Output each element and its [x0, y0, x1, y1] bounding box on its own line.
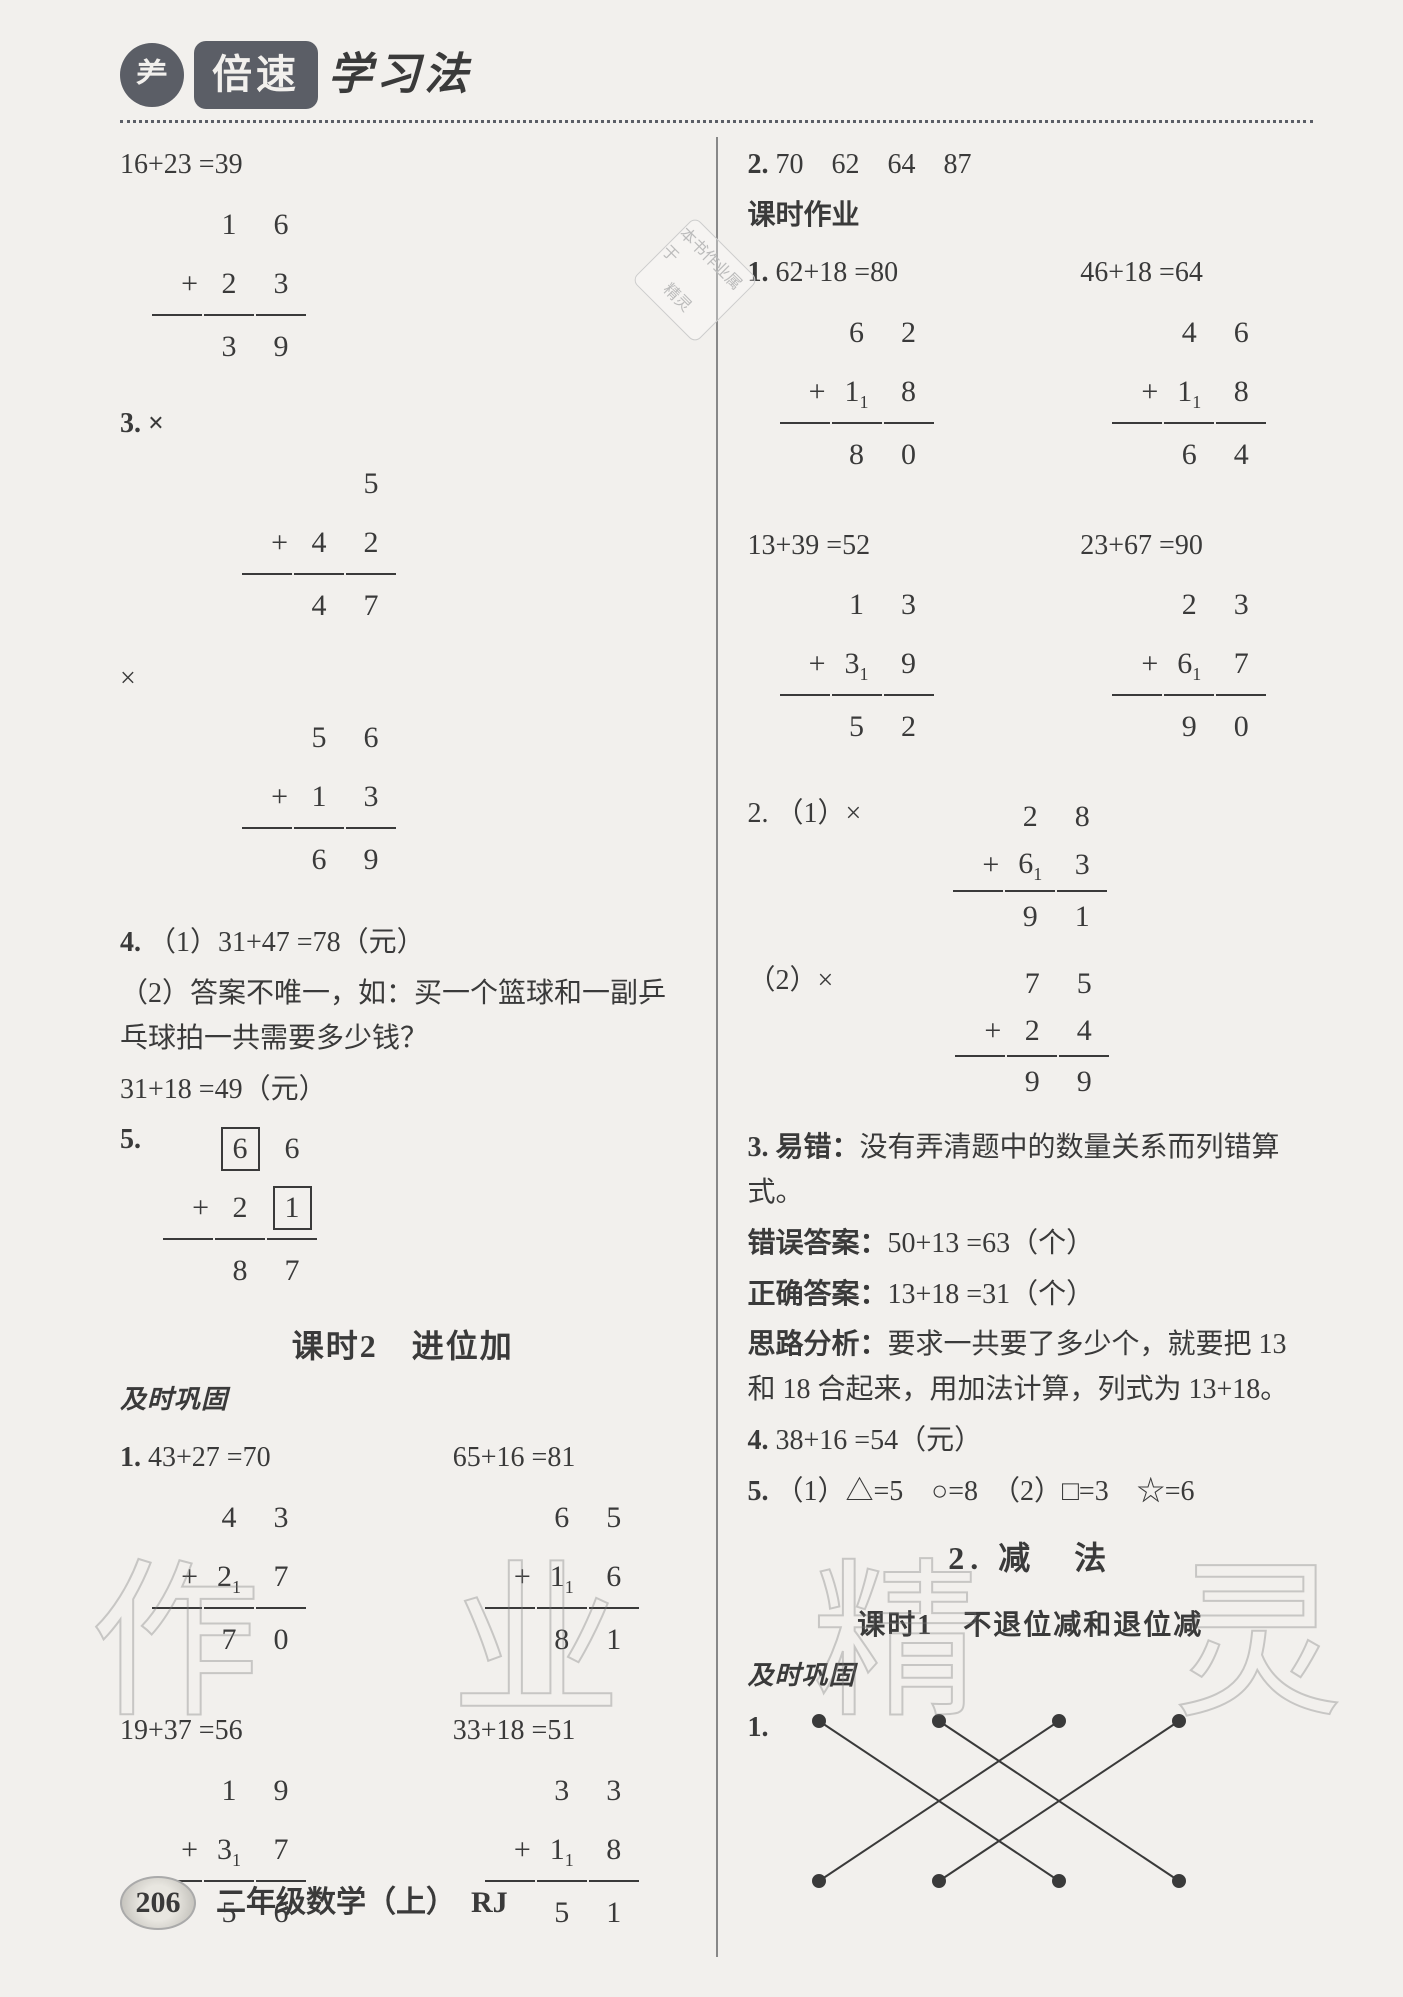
practice-1-eq-a: 1. 43+27 =70	[120, 1436, 353, 1481]
question-4a: 4. 4. （1）31+47 =78（元）（1）31+47 =78（元）	[120, 921, 686, 966]
question-5-right: 5. （1）△=5 ○=8 （2）□=3 ☆=6	[748, 1470, 1314, 1515]
hw-eq-2b: 23+67 =90	[1080, 524, 1313, 569]
column-left: 16+23 =39 16 +23 39 3. × 5 +42 47 × 56 +…	[120, 137, 716, 1957]
vertical-calc-r1b: 46 +118 64	[1110, 302, 1268, 485]
hw-eq-1a: 1. 62+18 =80	[748, 251, 981, 296]
question-4b: （2）答案不唯一，如：买一个篮球和一副乒乓球拍一共需要多少钱？	[120, 972, 686, 1062]
header-rule	[120, 120, 1313, 123]
section-consolidate-2: 及时巩固	[748, 1655, 1314, 1697]
brand-text: 学习法	[328, 40, 472, 110]
matching-diagram	[779, 1706, 1279, 1896]
question-2-top: 2. 70 62 64 87	[748, 143, 1314, 188]
page-number: 206	[120, 1876, 196, 1930]
practice-2-eq-a: 19+37 =56	[120, 1709, 353, 1754]
vertical-calc-3b: 56 +13 69	[240, 707, 398, 890]
boxed-1: 1	[273, 1186, 312, 1230]
boxed-6: 6	[221, 1127, 260, 1171]
correct-answer: 正确答案：13+18 =31（个）	[748, 1273, 1314, 1318]
brand-header: ⺶ 倍速 学习法	[120, 40, 1313, 110]
vertical-calc-q21: 28 +613 91	[951, 792, 1109, 941]
matching-q1-label: 1.	[748, 1706, 769, 1896]
section-2-title: 2. 减 法	[748, 1533, 1314, 1584]
brand-pill: 倍速	[194, 41, 318, 109]
vertical-calc-p1b: 65 +116 81	[483, 1487, 641, 1670]
vertical-calc-3a: 5 +42 47	[240, 453, 398, 636]
vertical-calc-r1a: 62 +118 80	[778, 302, 936, 485]
question-3-text: 3. 易错：没有弄清题中的数量关系而列错算式。	[748, 1126, 1314, 1216]
question-2-1: 2. （1）×	[748, 792, 862, 837]
page-footer: 206 二年级数学（上） RJ	[120, 1876, 508, 1930]
vertical-calc-r2b: 23 +617 90	[1110, 574, 1268, 757]
question-3: 3. ×	[120, 402, 686, 447]
analysis-text: 思路分析：要求一共要了多少个，就要把 13 和 18 合起来，用加法计算，列式为…	[748, 1323, 1314, 1413]
lesson-1-title: 课时1 不退位减和退位减	[748, 1604, 1314, 1649]
hw-eq-1b: 46+18 =64	[1080, 251, 1313, 296]
lesson-2-title: 课时2 进位加	[120, 1321, 686, 1372]
brand-logo-glyph: ⺶	[136, 50, 168, 101]
vertical-calc-r2a: 13 +319 52	[778, 574, 936, 757]
vertical-calc-5: 66 +21 87	[161, 1118, 319, 1301]
footer-text: 二年级数学（上） RJ	[216, 1879, 508, 1927]
vertical-calc-q22: 75 +24 99	[953, 959, 1111, 1106]
brand-logo-circle: ⺶	[120, 43, 184, 107]
section-consolidate-1: 及时巩固	[120, 1379, 686, 1421]
question-4c: 31+18 =49（元）	[120, 1068, 686, 1113]
vertical-calc-1: 16 +23 39	[150, 194, 308, 377]
vertical-calc-p1a: 43 +217 70	[150, 1487, 308, 1670]
homework-title: 课时作业	[748, 194, 1314, 239]
equation-1: 16+23 =39	[120, 143, 686, 188]
question-4-right: 4. 38+16 =54（元）	[748, 1419, 1314, 1464]
wrong-answer: 错误答案：50+13 =63（个）	[748, 1222, 1314, 1267]
question-5-label: 5.	[120, 1118, 141, 1163]
practice-1-eq-b: 65+16 =81	[453, 1436, 686, 1481]
hw-eq-2a: 13+39 =52	[748, 524, 981, 569]
question-2-2: （2）×	[748, 959, 834, 1004]
column-right: 2. 70 62 64 87 课时作业 1. 62+18 =80 62 +118…	[716, 137, 1314, 1957]
cross-2: ×	[120, 657, 686, 702]
practice-2-eq-b: 33+18 =51	[453, 1709, 686, 1754]
